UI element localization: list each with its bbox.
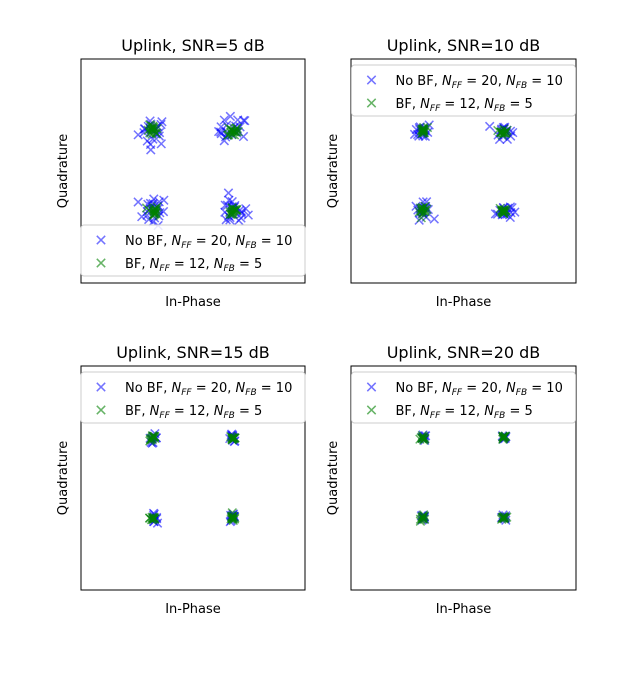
y-axis-label: Quadrature [56, 441, 71, 515]
subplot-1: Uplink, SNR=5 dB In-Phase Quadrature No BF,… [56, 36, 306, 310]
legend-entry: No BF, NFF = 20, NFB = 10 [125, 234, 292, 251]
x-axis-label: In-Phase [165, 295, 221, 310]
y-axis-label: Quadrature [326, 134, 341, 208]
nobf-point [154, 197, 164, 207]
legend-box [80, 371, 306, 424]
bf-point [150, 514, 160, 524]
nobf-point [133, 197, 143, 207]
bf-point [146, 514, 157, 525]
legend-entry: No BF, NFF = 20, NFB = 10 [396, 381, 563, 398]
bf-point [417, 514, 427, 524]
bf-point [420, 206, 431, 217]
legend: No BF, NFF = 20, NFB = 10 BF, NFF = 12, N… [351, 371, 576, 424]
bf-point [227, 206, 238, 217]
bf-point [149, 208, 160, 219]
scatter-points [133, 111, 253, 231]
nobf-point [240, 115, 250, 126]
legend-box [80, 224, 306, 277]
bf-point [499, 208, 509, 219]
nobf-point [223, 188, 234, 198]
bf-point [422, 122, 433, 133]
subplot-3: Uplink, SNR=15 dB In-Phase Quadrature No BF… [56, 343, 306, 617]
axes-frame [350, 365, 577, 591]
x-axis-label: In-Phase [436, 295, 492, 310]
legend-marker [96, 382, 106, 392]
nobf-point [149, 194, 159, 204]
bf-point [415, 514, 426, 524]
bf-point [498, 434, 508, 445]
bf-point [495, 127, 506, 137]
legend-marker [96, 258, 106, 268]
legend-entry: BF, NFF = 12, NFB = 5 [396, 404, 533, 421]
subplot-4: Uplink, SNR=20 dB In-Phase Quadrature No BF… [326, 343, 577, 617]
bf-point [495, 203, 505, 214]
chart-title: Uplink, SNR=15 dB [116, 343, 270, 362]
legend-marker [366, 75, 377, 85]
scatter-points [415, 430, 512, 526]
legend-box [351, 64, 576, 117]
legend-marker [96, 405, 106, 415]
bf-point [420, 204, 430, 215]
nobf-point [213, 126, 224, 137]
scatter-points [409, 120, 520, 225]
legend-entry: No BF, NFF = 20, NFB = 10 [125, 381, 292, 398]
bf-point [145, 128, 155, 138]
bf-point [230, 433, 240, 443]
nobf-point [145, 139, 156, 150]
legend-entry: BF, NFF = 12, NFB = 5 [125, 404, 262, 421]
legend-marker [96, 235, 106, 245]
y-axis-label: Quadrature [56, 134, 71, 208]
y-axis-label: Quadrature [326, 441, 341, 515]
legend: No BF, NFF = 20, NFB = 10 BF, NFF = 12, N… [80, 371, 306, 424]
axes-frame [80, 365, 306, 591]
nobf-point [219, 115, 230, 125]
nobf-point [215, 127, 226, 137]
nobf-point [225, 111, 236, 122]
bf-point [416, 213, 426, 223]
nobf-point [510, 207, 520, 217]
bf-point [230, 126, 240, 136]
axes-frame [350, 58, 577, 284]
x-axis-label: In-Phase [165, 602, 221, 617]
legend-marker [366, 382, 377, 392]
legend-entry: BF, NFF = 12, NFB = 5 [125, 257, 262, 274]
legend: No BF, NFF = 20, NFB = 10 BF, NFF = 12, N… [80, 224, 306, 277]
legend-box [351, 371, 576, 424]
nobf-point [156, 139, 167, 149]
bf-point [145, 434, 156, 444]
scatter-points [144, 428, 240, 528]
nobf-point [429, 214, 439, 224]
bf-point [496, 514, 507, 524]
bf-point [228, 515, 238, 526]
bf-point [231, 127, 242, 137]
legend-entry: BF, NFF = 12, NFB = 5 [396, 97, 533, 114]
bf-point [227, 432, 237, 443]
x-axis-label: In-Phase [436, 602, 492, 617]
bf-point [417, 433, 427, 444]
bf-point [420, 433, 430, 444]
legend-entry: No BF, NFF = 20, NFB = 10 [396, 74, 563, 91]
nobf-point [484, 121, 495, 132]
chart-title: Uplink, SNR=20 dB [387, 343, 541, 362]
bf-point [227, 512, 237, 523]
axes-frame [80, 58, 306, 284]
chart-title: Uplink, SNR=10 dB [387, 36, 541, 55]
nobf-point [157, 117, 167, 127]
legend-marker [366, 98, 377, 108]
bf-point [498, 431, 508, 442]
legend-marker [366, 405, 377, 415]
chart-title: Uplink, SNR=5 dB [121, 36, 264, 55]
legend: No BF, NFF = 20, NFB = 10 BF, NFF = 12, N… [351, 64, 576, 117]
bf-point [497, 512, 508, 523]
bf-point [148, 122, 158, 132]
subplot-2: Uplink, SNR=10 dB In-Phase Quadrature No BF… [326, 36, 577, 310]
